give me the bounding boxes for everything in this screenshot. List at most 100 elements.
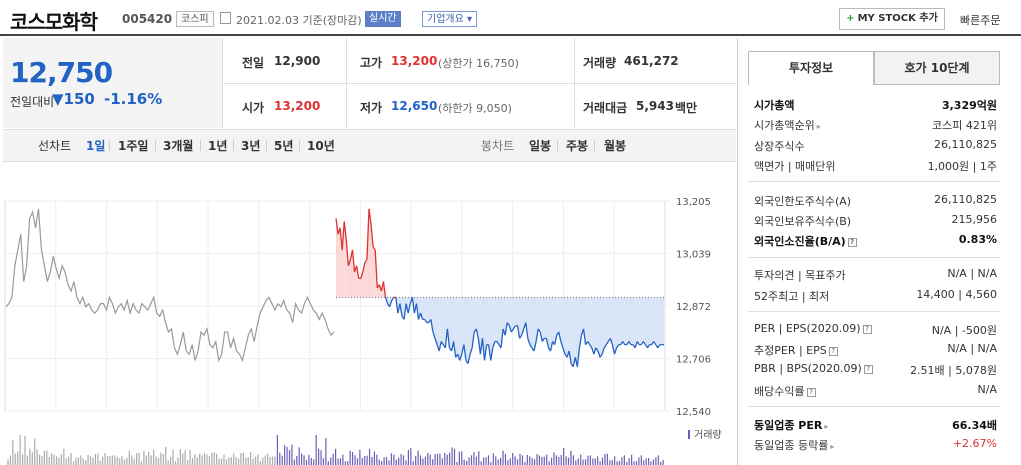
tab-orderbook[interactable]: 호가 10단계 bbox=[874, 51, 1000, 85]
candle-chart-label: 봉차트 bbox=[481, 139, 515, 153]
tab-invest-info[interactable]: 투자정보 bbox=[748, 51, 874, 85]
volume-bar bbox=[655, 457, 657, 465]
volume-bar bbox=[155, 456, 157, 465]
volume-bar bbox=[7, 459, 9, 465]
volume-bar bbox=[254, 456, 257, 465]
help-icon[interactable]: ? bbox=[847, 237, 857, 247]
add-mystock-button[interactable]: + MY STOCK 추가 bbox=[839, 8, 945, 30]
period-1y[interactable]: 1년 bbox=[208, 139, 228, 153]
area-below-reference bbox=[529, 297, 532, 348]
area-below-reference bbox=[604, 297, 607, 348]
help-icon[interactable]: ? bbox=[862, 324, 872, 334]
volume-bar bbox=[148, 452, 150, 465]
price-line-segment bbox=[395, 297, 399, 314]
volume-bar bbox=[434, 454, 436, 465]
price-line-segment bbox=[483, 344, 488, 361]
area-below-reference bbox=[573, 297, 576, 367]
period-3y[interactable]: 3년 bbox=[241, 139, 261, 153]
period-3m[interactable]: 3개월 bbox=[163, 139, 194, 153]
pbr-label: PBR | BPS(2020.09)? bbox=[754, 362, 873, 375]
area-below-reference bbox=[595, 297, 598, 351]
price-line-segment bbox=[560, 341, 564, 349]
volume-legend-swatch bbox=[688, 430, 690, 439]
area-below-reference bbox=[441, 297, 444, 345]
volume-bar bbox=[150, 455, 152, 465]
volume-bar bbox=[213, 452, 215, 465]
current-price: 12,750 bbox=[10, 56, 113, 89]
help-icon[interactable]: ? bbox=[863, 364, 873, 374]
volume-bar bbox=[436, 453, 439, 465]
volume-bar bbox=[262, 457, 264, 465]
price-line-segment bbox=[558, 331, 562, 342]
market-cap-rank-label[interactable]: 시가총액순위 ▸ bbox=[754, 117, 821, 133]
area-above-reference bbox=[369, 208, 372, 298]
high-value: 13,200 bbox=[391, 54, 438, 68]
period-5y[interactable]: 5년 bbox=[274, 139, 294, 153]
volume-bar bbox=[509, 458, 511, 465]
market-badge: 코스피 bbox=[176, 11, 214, 27]
area-below-reference bbox=[496, 297, 499, 345]
intraday-price-chart[interactable]: 13,205 13,039 12,872 12,706 12,540 거래량 bbox=[0, 163, 736, 465]
volume-bar bbox=[186, 460, 189, 465]
period-10y[interactable]: 10년 bbox=[307, 139, 335, 153]
realtime-badge[interactable]: 실시간 bbox=[365, 11, 401, 27]
volume-bar bbox=[284, 445, 286, 465]
volume-bar bbox=[38, 454, 41, 465]
industry-rate-label[interactable]: 동일업종 등락률 ▸ bbox=[754, 437, 834, 453]
area-below-reference bbox=[505, 297, 508, 336]
price-line-segment bbox=[403, 303, 407, 320]
corp-overview-dropdown[interactable]: 기업개요 ▾ bbox=[422, 11, 477, 27]
volume-bar bbox=[286, 447, 288, 465]
volume-bar bbox=[381, 461, 383, 465]
help-icon[interactable]: ? bbox=[806, 387, 816, 397]
amount-label: 거래대금 bbox=[583, 101, 628, 115]
area-below-reference bbox=[589, 297, 592, 348]
amount-unit: 백만 bbox=[675, 101, 698, 115]
area-above-reference bbox=[356, 265, 359, 298]
volume-bar bbox=[123, 459, 126, 465]
volume-bar bbox=[657, 455, 659, 465]
price-line-segment bbox=[419, 312, 424, 320]
candle-weekly[interactable]: 주봉 bbox=[566, 139, 589, 153]
price-line-segment bbox=[525, 322, 529, 339]
price-line-segment bbox=[653, 341, 657, 346]
volume-bar bbox=[383, 457, 385, 465]
area-below-reference bbox=[620, 297, 623, 345]
change-label: 전일대비 bbox=[10, 95, 55, 109]
volume-bar bbox=[305, 460, 308, 465]
volume-bar bbox=[242, 453, 244, 465]
volume-bar bbox=[616, 461, 618, 465]
industry-per-value: 66.34배 bbox=[952, 419, 997, 432]
volume-bar bbox=[216, 453, 218, 465]
volume-bar bbox=[119, 458, 121, 465]
volume-bar bbox=[138, 453, 140, 465]
help-icon[interactable]: ? bbox=[828, 346, 838, 356]
area-below-reference bbox=[519, 297, 522, 339]
price-line-segment bbox=[382, 281, 387, 298]
period-1d[interactable]: 1일 bbox=[86, 139, 106, 153]
area-below-reference bbox=[649, 297, 652, 345]
period-divider bbox=[233, 140, 234, 151]
period-1w[interactable]: 1주일 bbox=[118, 139, 149, 153]
volume-bar bbox=[490, 462, 492, 465]
quick-order-link[interactable]: 빠른주문 bbox=[960, 14, 1001, 27]
volume-bar bbox=[109, 456, 111, 465]
foreign-ratio-value: 0.83% bbox=[958, 233, 997, 246]
price-line-segment bbox=[599, 353, 603, 358]
add-mystock-label: MY STOCK 추가 bbox=[857, 13, 938, 24]
candle-daily[interactable]: 일봉 bbox=[529, 139, 552, 153]
industry-per-label[interactable]: 동일업종 PER ▸ bbox=[754, 417, 828, 433]
volume-bar bbox=[650, 461, 652, 465]
company-name[interactable]: 코스모화학 bbox=[10, 10, 98, 34]
area-below-reference bbox=[447, 297, 450, 348]
price-line-segment bbox=[372, 246, 376, 251]
candle-monthly[interactable]: 월봉 bbox=[604, 139, 627, 153]
price-line-segment bbox=[360, 271, 364, 279]
volume-bar bbox=[424, 456, 426, 465]
area-below-reference bbox=[546, 297, 549, 348]
volume-bar bbox=[356, 458, 359, 465]
y-axis-ticks: 13,205 13,039 12,872 12,706 12,540 bbox=[676, 197, 711, 418]
volume-bar bbox=[184, 450, 186, 465]
quote-row-divider bbox=[224, 83, 736, 84]
market-cap-label: 시가총액 bbox=[754, 99, 795, 112]
